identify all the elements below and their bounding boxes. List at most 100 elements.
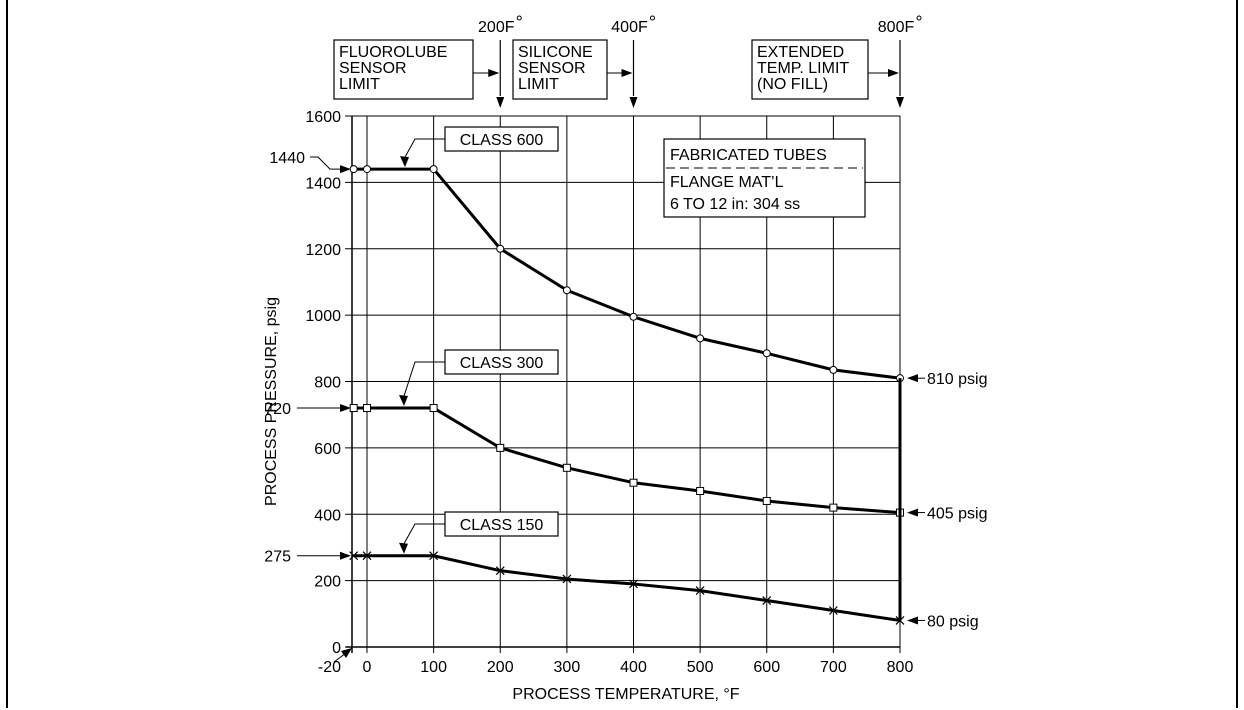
data-point [828,606,838,615]
temp-limit-box [751,39,869,100]
y-callout-label: 720 [264,401,291,418]
info-box: FABRICATED TUBES FLANGE MAT’L 6 TO 12 in: … [663,138,866,218]
info-box-title: FABRICATED TUBES [670,147,827,164]
data-point [362,551,372,561]
data-point [829,365,838,374]
class-label-class-600: CLASS 600 [400,126,559,168]
series-class-300: 405 psig [349,404,988,523]
data-point [629,312,638,321]
temp-limit-box-line: LIMIT [339,76,380,93]
end-label: 405 psig [927,506,988,523]
series-line [353,554,901,622]
temp-limit-box-line: SILICONE [518,44,593,61]
y-callout-label: 275 [264,549,291,566]
end-label-arrow [907,616,918,625]
temp-limit-box-line: SENSOR [518,60,586,77]
x-tick-label: 500 [687,659,714,676]
class-label-class-150: CLASS 150 [399,511,559,554]
temp-limit-pointer-arrow [621,69,633,77]
x-tick-label: 100 [420,659,447,676]
temp-limit-label: 800F [878,19,915,36]
x-tick-label: 400 [620,659,647,676]
data-point [349,551,359,561]
class-label-class-300: CLASS 300 [399,349,559,407]
class-pointer-line [403,361,445,397]
data-point [363,165,371,174]
y-tick-label: 600 [314,441,341,458]
y-tick-label: 800 [314,375,341,392]
data-point [696,334,705,343]
info-box-line: 6 TO 12 in: 304 ss [670,196,800,213]
y-tick-label: 1000 [305,308,341,325]
end-label: 810 psig [927,371,988,388]
y-axis-title: PROCESS PRESSURE, psig [263,297,280,506]
data-point [496,244,505,253]
info-box-frame [663,138,866,218]
temp-limit-arrow [629,97,638,108]
end-label-arrow [907,374,918,383]
class-pointer-arrow [399,542,408,554]
degree-mark [650,15,655,21]
degree-mark [916,15,922,21]
data-point [349,404,358,413]
data-point [429,165,438,174]
y-tick-label: 1400 [305,175,341,192]
data-point [762,596,772,605]
x-tick-label: 800 [887,659,914,676]
temp-limit-pointer-arrow [488,69,500,77]
y-callout-arrow [340,165,351,174]
x-tick-label: 700 [820,659,847,676]
class-pointer-line [404,138,445,158]
data-point [496,443,505,452]
x-extra-tick-label: -20 [318,659,341,676]
x-tick-label: 600 [753,659,780,676]
data-point [363,404,371,413]
temp-limit-arrow [496,97,505,108]
data-point [562,286,571,295]
temp-limit-label: 200F [478,19,515,36]
class-label: CLASS 300 [460,355,544,372]
temp-limit-box-line: FLUOROLUBE [339,44,447,61]
x-tick-label: 300 [554,659,581,676]
data-point [495,566,505,576]
figure-frame [6,0,1238,708]
series-class-600: 810 psig [349,165,988,388]
y-callout-label: 1440 [269,150,305,167]
data-point [696,487,705,496]
data-point [762,496,771,505]
y-tick-label: 1600 [305,109,341,126]
x-tick-label: 200 [487,659,514,676]
data-point [562,574,572,584]
axes: 0 200 400 600 800 1000 1200 1400 1600 0 100 200 300 4… [263,109,913,703]
degree-mark [516,15,522,21]
x-tick-label: 0 [363,659,372,676]
y-tick-label: 200 [314,574,341,591]
data-point [562,463,571,472]
y-tick-label: 400 [314,507,341,524]
temp-limit-box-line: (NO FILL) [757,76,828,93]
class-label: CLASS 600 [460,132,544,149]
class-pointer-arrow [399,395,408,407]
info-box-line: FLANGE MAT’L [670,174,784,191]
temp-limit-box-line: LIMIT [518,76,559,93]
data-point [762,349,771,358]
series-group: 810 psig 405 psig 80 psig [349,165,988,630]
temp-limit-box-line: TEMP. LIMIT [757,60,849,77]
temp-limit-box [333,39,474,100]
x-extra-arrow-head [341,648,352,658]
class-pointer-line [403,523,445,544]
class-pointer-arrow [400,156,409,168]
data-point [629,478,638,487]
temp-limit-box-line: SENSOR [339,60,407,77]
x-axis-title: PROCESS TEMPERATURE, °F [512,686,739,703]
series-class-150: 80 psig [349,551,979,630]
data-point [349,165,358,174]
data-point [695,586,705,596]
series-line [353,406,901,515]
data-point [429,404,438,413]
data-point [829,503,838,512]
temp-limit-box [512,39,608,100]
